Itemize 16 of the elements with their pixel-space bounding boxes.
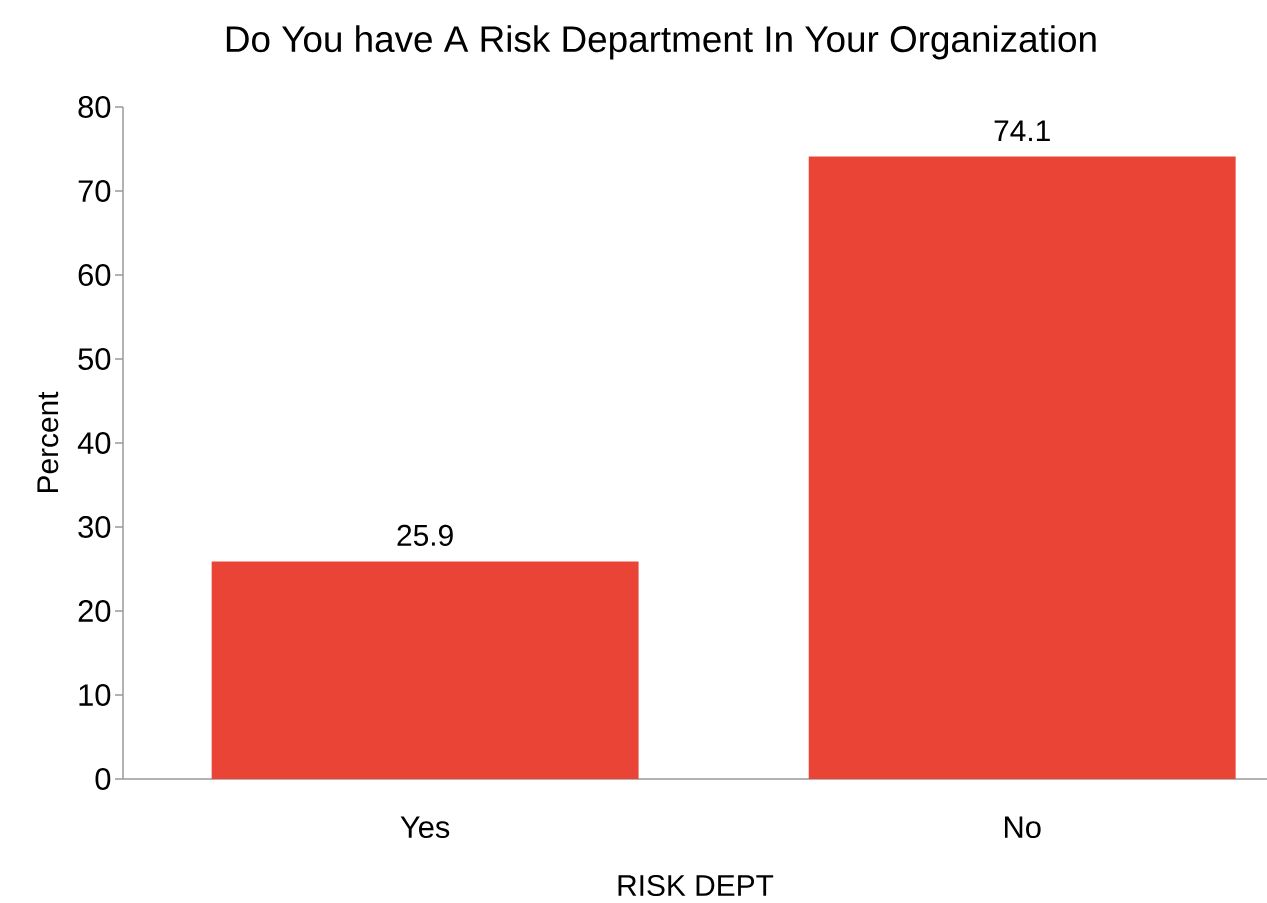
chart-title: Do You have A Risk Department In Your Organization xyxy=(226,25,1096,60)
y-tick-label: 40 xyxy=(77,432,111,454)
y-tick-label: 50 xyxy=(78,348,111,370)
data-label: 25.9 xyxy=(397,524,453,546)
x-tick-label: No xyxy=(1004,816,1041,839)
y-tick-label: 0 xyxy=(95,768,111,790)
y-tick-label: 10 xyxy=(79,684,111,706)
y-axis-title: Percent xyxy=(37,391,59,493)
x-axis-title: RISK DEPT xyxy=(618,874,774,897)
y-tick-label: 70 xyxy=(78,180,111,202)
x-tick-label: Yes xyxy=(400,816,450,839)
data-label: 74.1 xyxy=(994,120,1050,142)
y-tick-label: 20 xyxy=(78,600,111,622)
y-tick-label: 30 xyxy=(78,516,111,538)
y-tick-label: 60 xyxy=(78,264,111,286)
y-tick-label: 80 xyxy=(78,96,111,118)
